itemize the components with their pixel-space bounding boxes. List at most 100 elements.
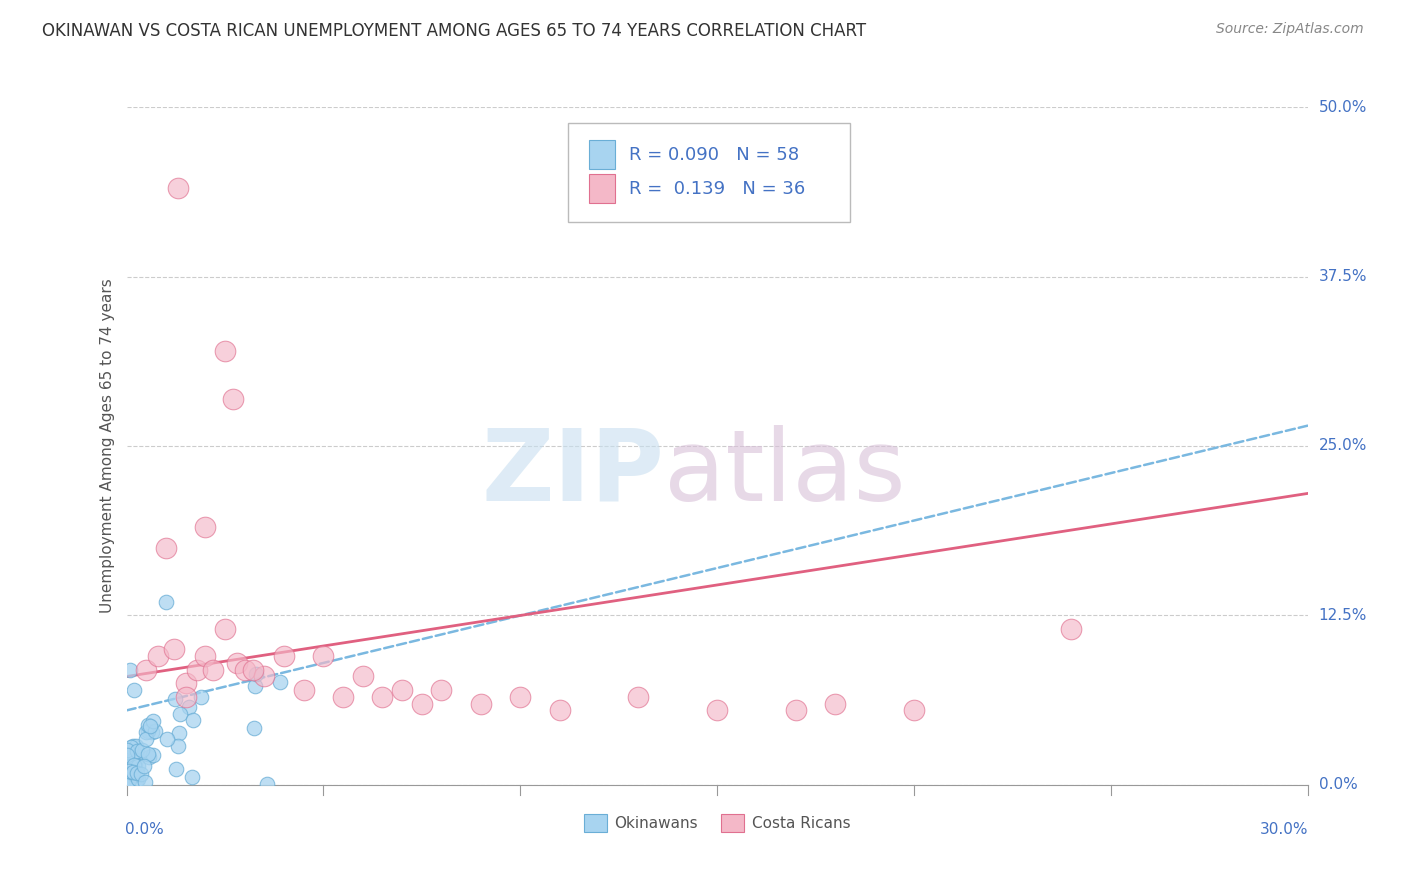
Point (169, 726, 191, 740)
Text: 0.0%: 0.0% (125, 822, 165, 838)
Point (142, 714, 165, 729)
Point (194, 649, 217, 664)
Point (509, 690, 531, 704)
Point (125, 739, 148, 753)
Point (135, 725, 157, 739)
Point (706, 703, 728, 717)
Point (118, 758, 141, 772)
Point (138, 718, 160, 732)
Point (371, 690, 394, 704)
Point (120, 739, 142, 754)
Point (163, 691, 186, 706)
Point (142, 747, 165, 762)
Point (118, 765, 141, 780)
Point (129, 766, 152, 780)
Point (124, 683, 146, 698)
Point (127, 744, 149, 758)
Point (121, 750, 143, 764)
Point (134, 775, 156, 789)
Point (233, 663, 256, 677)
Text: OKINAWAN VS COSTA RICAN UNEMPLOYMENT AMONG AGES 65 TO 74 YEARS CORRELATION CHART: OKINAWAN VS COSTA RICAN UNEMPLOYMENT AMO… (42, 22, 866, 40)
Text: Source: ZipAtlas.com: Source: ZipAtlas.com (1216, 22, 1364, 37)
Point (127, 749, 149, 764)
Point (824, 697, 846, 711)
Point (202, 663, 225, 677)
Point (146, 649, 169, 664)
Text: 0.0%: 0.0% (1319, 778, 1357, 792)
Point (548, 703, 571, 717)
Legend: Okinawans, Costa Ricans: Okinawans, Costa Ricans (578, 807, 856, 838)
Text: 37.5%: 37.5% (1319, 269, 1367, 284)
Point (169, 706, 191, 721)
Point (127, 772, 149, 787)
Point (903, 703, 925, 717)
Point (155, 541, 177, 555)
Point (120, 663, 142, 677)
Y-axis label: Unemployment Among Ages 65 to 74 years: Unemployment Among Ages 65 to 74 years (100, 278, 115, 614)
Point (214, 344, 236, 359)
Point (222, 392, 245, 406)
Point (256, 777, 278, 791)
Point (127, 765, 149, 780)
Point (122, 739, 145, 753)
Point (155, 595, 177, 609)
Text: 50.0%: 50.0% (1319, 100, 1367, 114)
Point (242, 663, 264, 677)
Point (312, 649, 335, 664)
Point (121, 749, 143, 764)
Point (273, 649, 295, 664)
Point (132, 759, 155, 773)
Point (143, 723, 166, 738)
Point (122, 758, 145, 772)
Point (136, 718, 159, 732)
Text: R = 0.090   N = 58: R = 0.090 N = 58 (628, 145, 799, 163)
Point (269, 674, 291, 689)
Point (253, 669, 276, 683)
Point (181, 713, 204, 727)
Point (214, 622, 236, 636)
Point (190, 690, 212, 704)
Point (122, 764, 145, 779)
Point (186, 663, 208, 677)
Point (243, 721, 266, 735)
Point (118, 764, 141, 778)
Point (470, 697, 492, 711)
Point (411, 697, 433, 711)
Text: 12.5%: 12.5% (1319, 608, 1367, 623)
Point (166, 181, 188, 195)
Point (163, 642, 186, 657)
Point (165, 762, 187, 776)
Point (135, 663, 157, 677)
Point (136, 747, 159, 761)
Point (115, 747, 138, 762)
Point (136, 723, 159, 738)
Point (121, 754, 143, 768)
Point (124, 768, 146, 782)
Point (292, 683, 315, 698)
Point (155, 731, 177, 746)
Point (135, 732, 157, 747)
Point (141, 725, 163, 739)
Text: ZIP: ZIP (481, 425, 664, 522)
Point (117, 776, 139, 790)
Text: R =  0.139   N = 36: R = 0.139 N = 36 (628, 179, 806, 197)
Point (181, 771, 204, 785)
Text: 30.0%: 30.0% (1260, 822, 1309, 838)
Point (245, 666, 267, 681)
Point (177, 700, 200, 714)
Point (174, 690, 197, 704)
Point (627, 690, 650, 704)
Point (391, 683, 413, 698)
Point (124, 756, 146, 771)
Point (127, 759, 149, 773)
Point (121, 765, 143, 780)
Point (194, 520, 217, 534)
Point (117, 743, 139, 757)
Point (1060, 622, 1083, 636)
Point (243, 679, 266, 693)
Point (138, 749, 160, 764)
Point (125, 774, 148, 789)
Point (117, 778, 139, 792)
Point (118, 772, 141, 787)
Point (131, 742, 153, 756)
